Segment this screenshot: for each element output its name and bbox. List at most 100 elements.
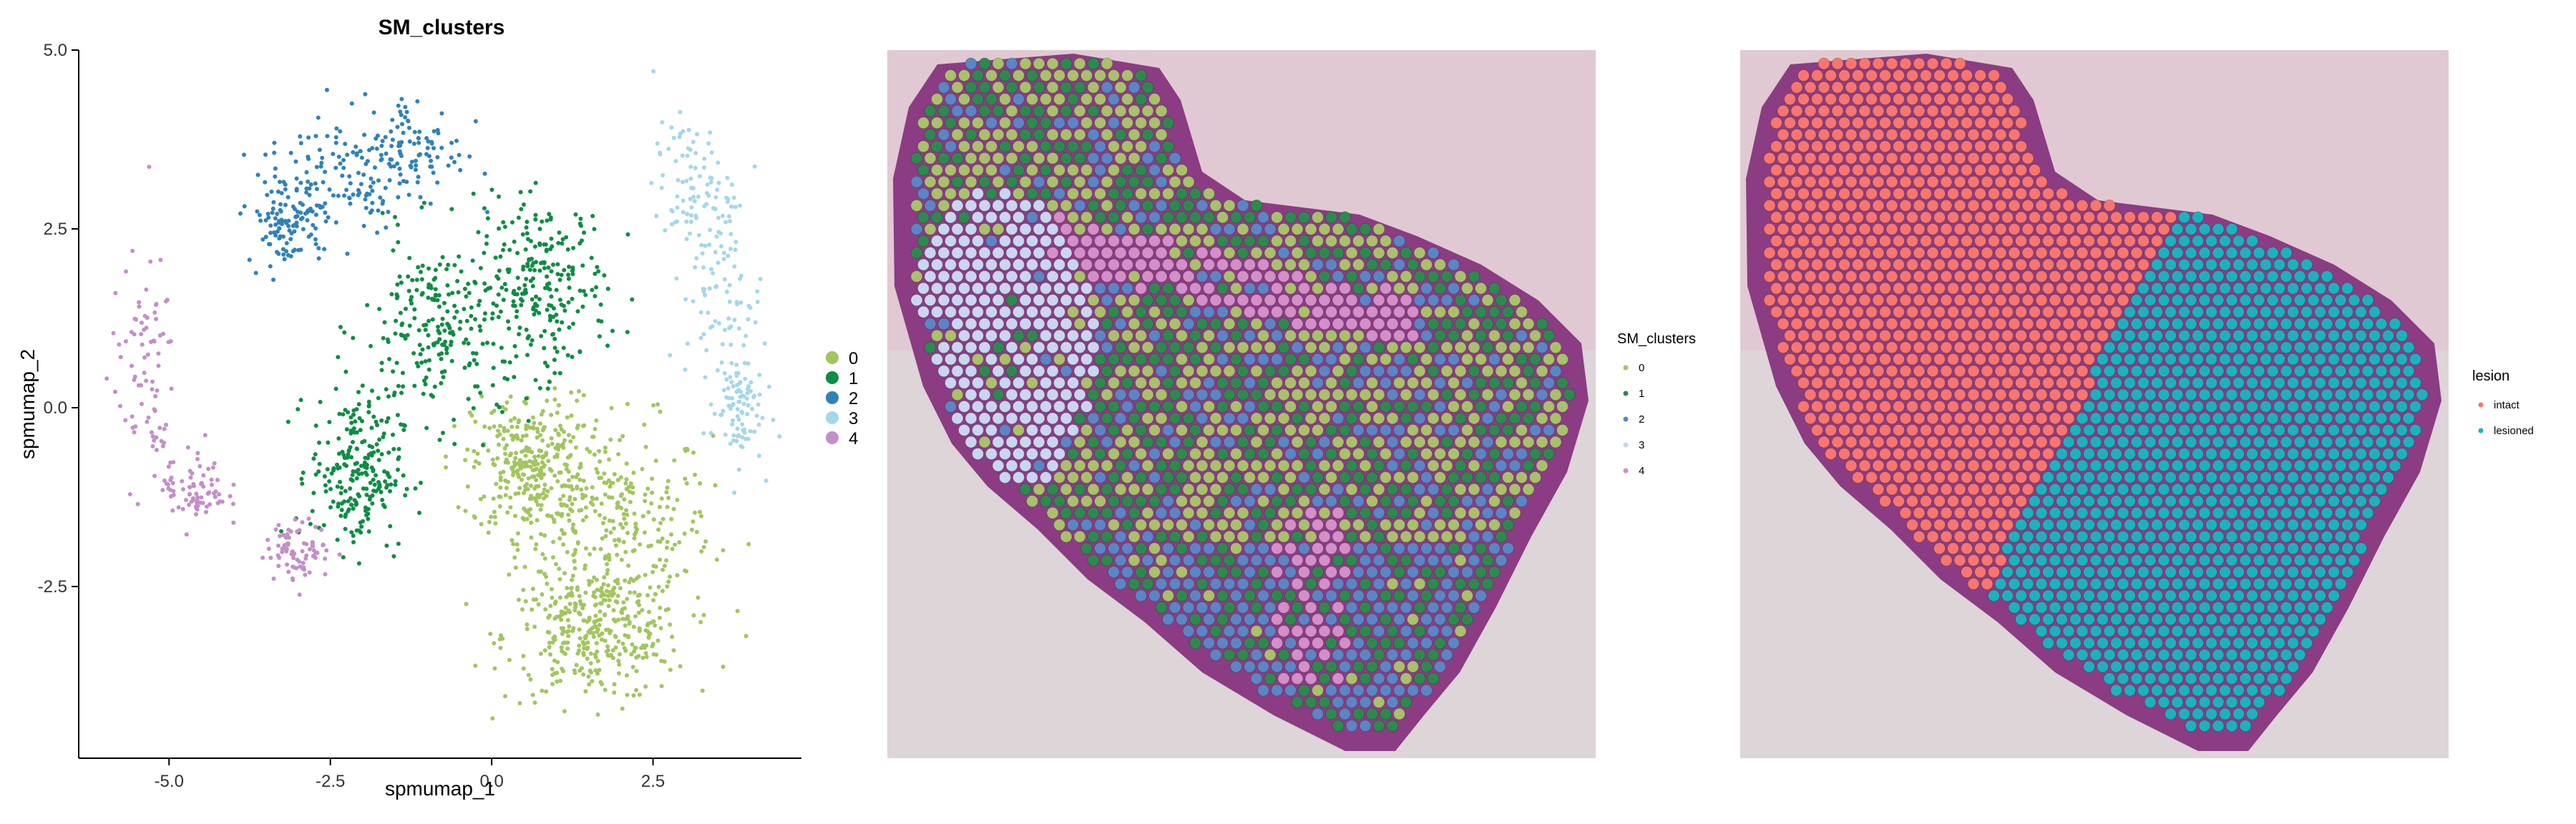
umap-point-cluster-1 <box>397 274 402 279</box>
spot-intact <box>1953 199 1966 212</box>
umap-point-cluster-2 <box>364 193 369 198</box>
spot-cluster-0 <box>1236 506 1249 519</box>
spot-cluster-0 <box>1325 401 1337 413</box>
umap-point-cluster-0 <box>510 466 515 471</box>
spot-cluster-4 <box>1196 294 1209 307</box>
spot-cluster-0 <box>992 81 1005 94</box>
spot-cluster-4 <box>1203 282 1215 295</box>
spot-cluster-4 <box>1407 329 1419 342</box>
spot-cluster-0 <box>1196 365 1209 378</box>
spot-cluster-2 <box>1141 554 1154 566</box>
umap-point-cluster-1 <box>497 226 502 231</box>
umap-point-cluster-4 <box>315 550 320 555</box>
spot-intact <box>2042 211 2054 224</box>
spot-cluster-3 <box>945 305 957 318</box>
spot-cluster-0 <box>1203 353 1215 366</box>
spot-cluster-0 <box>1427 530 1440 543</box>
spot-cluster-1 <box>1005 365 1018 378</box>
spot-cluster-0 <box>1114 483 1127 496</box>
umap-point-cluster-1 <box>360 440 365 445</box>
umap-point-cluster-0 <box>628 590 633 595</box>
umap-point-cluster-0 <box>617 662 622 667</box>
spot-cluster-1 <box>951 175 964 188</box>
spot-intact <box>2008 318 2021 330</box>
umap-point-cluster-0 <box>597 667 602 672</box>
spot-cluster-2 <box>1257 589 1269 602</box>
spot-intact <box>1777 318 1790 330</box>
umap-point-cluster-1 <box>346 448 351 453</box>
spot-cluster-1 <box>1372 649 1385 661</box>
umap-point-cluster-1 <box>380 210 385 215</box>
spot-intact <box>2056 329 2068 342</box>
spot-intact <box>1994 222 2007 235</box>
spot-lesioned <box>2334 341 2347 354</box>
umap-point-cluster-2 <box>398 172 403 177</box>
umap-point-cluster-0 <box>598 546 603 551</box>
umap-point-cluster-0 <box>653 623 658 628</box>
spot-cluster-3 <box>978 247 991 259</box>
spot-cluster-0 <box>1440 412 1453 425</box>
umap-point-cluster-2 <box>269 190 274 194</box>
spot-cluster-1 <box>1400 506 1413 519</box>
spot-cluster-1 <box>1162 117 1174 129</box>
umap-point-cluster-0 <box>552 519 557 524</box>
spot-cluster-0 <box>1176 235 1188 247</box>
umap-point-cluster-1 <box>436 304 441 309</box>
spot-lesioned <box>2307 341 2320 354</box>
spot-cluster-1 <box>1345 530 1358 543</box>
umap-point-cluster-0 <box>565 640 570 645</box>
umap-point-cluster-3 <box>654 214 659 218</box>
umap-point-cluster-1 <box>501 220 506 225</box>
umap-point-cluster-0 <box>628 499 633 504</box>
umap-point-cluster-2 <box>268 264 273 269</box>
spot-cluster-2 <box>1087 152 1100 165</box>
umap-point-cluster-4 <box>313 524 318 529</box>
spot-cluster-0 <box>1203 519 1215 531</box>
umap-point-cluster-0 <box>550 595 555 600</box>
spot-cluster-0 <box>1420 376 1433 389</box>
spot-cluster-1 <box>1005 294 1018 307</box>
umap-point-cluster-0 <box>544 451 549 456</box>
spot-cluster-2 <box>1481 412 1494 425</box>
spot-cluster-2 <box>1366 424 1378 436</box>
umap-point-cluster-1 <box>354 407 359 412</box>
spot-cluster-0 <box>985 69 997 82</box>
umap-point-cluster-0 <box>522 517 527 522</box>
spot-cluster-1 <box>1216 235 1229 247</box>
umap-point-cluster-4 <box>123 418 128 423</box>
spot-intact <box>1988 258 2000 271</box>
spot-cluster-1 <box>1094 376 1106 389</box>
umap-point-cluster-0 <box>558 678 563 683</box>
umap-point-cluster-2 <box>384 225 389 230</box>
umap-point-cluster-1 <box>491 301 496 306</box>
umap-point-cluster-2 <box>316 256 321 261</box>
spot-cluster-3 <box>1080 282 1093 295</box>
umap-point-cluster-0 <box>539 476 544 481</box>
spot-cluster-2 <box>1230 613 1242 626</box>
spot-intact <box>1926 270 1939 283</box>
umap-point-cluster-1 <box>596 269 601 274</box>
umap-point-cluster-0 <box>491 496 496 501</box>
spot-cluster-2 <box>1475 448 1487 460</box>
spot-cluster-0 <box>1448 401 1460 413</box>
spot-cluster-3 <box>999 471 1011 484</box>
spot-intact <box>1811 353 1823 366</box>
spot-intact <box>2008 128 2021 141</box>
spot-cluster-2 <box>1352 589 1365 602</box>
spot-cluster-0 <box>1067 471 1079 484</box>
umap-point-cluster-0 <box>682 531 687 536</box>
umap-point-cluster-0 <box>498 494 503 499</box>
spot-intact <box>2015 140 2027 153</box>
umap-point-cluster-2 <box>404 109 409 114</box>
spot-cluster-1 <box>978 57 991 70</box>
spot-lesioned <box>2280 294 2293 307</box>
umap-point-cluster-1 <box>459 269 464 274</box>
umap-point-cluster-0 <box>650 476 655 481</box>
umap-point-cluster-0 <box>632 536 637 541</box>
spot-intact <box>1940 270 1953 283</box>
umap-point-cluster-0 <box>532 624 537 629</box>
spot-cluster-0 <box>1312 329 1324 342</box>
spot-lesioned <box>2205 235 2218 247</box>
umap-point-cluster-2 <box>313 242 318 247</box>
spot-cluster-0 <box>1162 187 1174 200</box>
